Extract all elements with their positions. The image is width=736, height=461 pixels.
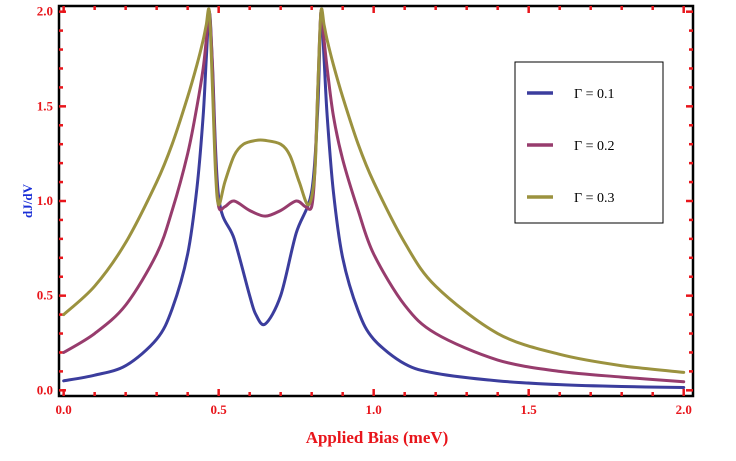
legend-items: Γ = 0.1 Γ = 0.2 Γ = 0.3: [527, 87, 615, 206]
x-tick-label: 2.0: [676, 402, 692, 417]
y-tick-label: 0.0: [37, 382, 53, 397]
x-tick-labels: 0.0 0.5 1.0 1.5 2.0: [56, 402, 692, 417]
y-tick-label: 1.0: [37, 193, 53, 208]
y-tick-label: 2.0: [37, 4, 53, 19]
ticks-layer: [59, 6, 693, 396]
legend-label: Γ = 0.3: [574, 191, 615, 206]
legend: Γ = 0.1 Γ = 0.2 Γ = 0.3: [514, 61, 664, 224]
y-axis-label: dJ/dV: [20, 183, 35, 218]
legend-label: Γ = 0.2: [574, 139, 615, 154]
x-tick-label: 0.5: [211, 402, 228, 417]
x-tick-label: 1.5: [521, 402, 538, 417]
series-layer: [62, 7, 686, 389]
series-line-3: [62, 7, 686, 374]
x-axis-label: Applied Bias (meV): [306, 428, 449, 447]
series-line-1: [62, 9, 686, 389]
x-tick-label: 1.0: [366, 402, 382, 417]
y-tick-label: 1.5: [37, 98, 54, 113]
y-tick-labels: 0.0 0.5 1.0 1.5 2.0: [37, 4, 54, 398]
series-line-2: [62, 8, 686, 384]
legend-label: Γ = 0.1: [574, 87, 615, 102]
x-tick-label: 0.0: [56, 402, 72, 417]
y-tick-label: 0.5: [37, 288, 54, 303]
